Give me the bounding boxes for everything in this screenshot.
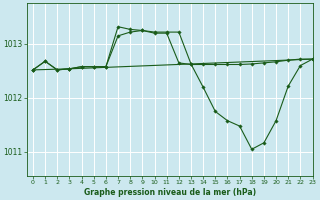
X-axis label: Graphe pression niveau de la mer (hPa): Graphe pression niveau de la mer (hPa) — [84, 188, 256, 197]
